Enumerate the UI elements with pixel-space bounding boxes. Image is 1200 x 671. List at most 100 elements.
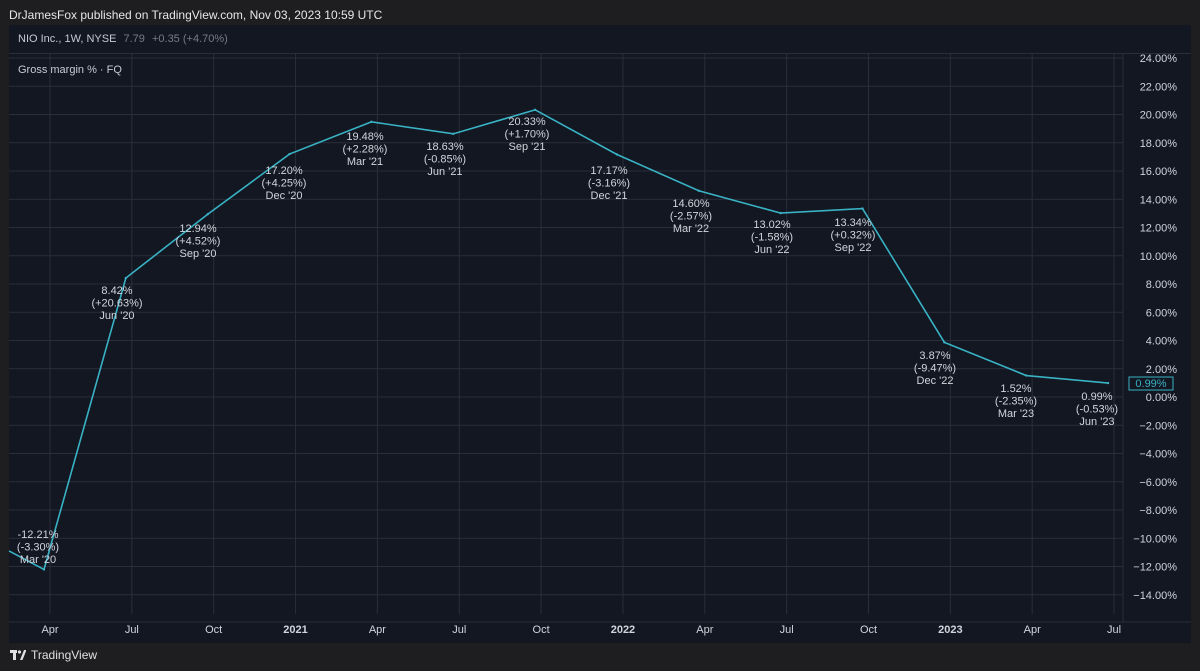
- x-tick-label: Jul: [780, 624, 794, 636]
- data-label-value: 13.34%: [834, 217, 872, 229]
- data-label-period: Dec '22: [917, 375, 954, 387]
- y-tick-label: 16.00%: [1140, 166, 1178, 178]
- data-label-value: 0.99%: [1081, 391, 1112, 403]
- y-tick-label: −8.00%: [1139, 505, 1177, 517]
- symbol-change: +0.35 (+4.70%): [151, 33, 228, 45]
- data-label-value: 18.63%: [426, 141, 464, 153]
- data-label-value: 14.60%: [672, 198, 710, 210]
- data-label-change: (-0.53%): [1076, 404, 1118, 416]
- indicator-title[interactable]: Gross margin % · FQ: [18, 64, 122, 76]
- y-tick-label: 22.00%: [1140, 81, 1178, 93]
- y-tick-label: 24.00%: [1140, 53, 1178, 65]
- data-label-value: 1.52%: [1000, 383, 1031, 395]
- data-label-change: (+1.70%): [505, 129, 550, 141]
- data-label-change: (-2.57%): [670, 211, 712, 223]
- y-tick-label: 2.00%: [1146, 364, 1177, 376]
- data-label-value: 17.20%: [265, 165, 303, 177]
- data-point[interactable]: [42, 568, 46, 571]
- data-label-period: Sep '22: [835, 242, 872, 254]
- data-label-change: (+20.63%): [91, 298, 142, 310]
- data-label-value: 20.33%: [508, 116, 546, 128]
- data-label-period: Sep '21: [509, 141, 546, 153]
- x-tick-label: Apr: [369, 624, 386, 636]
- y-tick-label: 10.00%: [1140, 251, 1178, 263]
- data-label-change: (-0.85%): [424, 154, 466, 166]
- data-label-change: (+2.28%): [343, 144, 388, 156]
- data-label-change: (-9.47%): [914, 363, 956, 375]
- data-label-change: (+0.32%): [831, 230, 876, 242]
- y-tick-label: −10.00%: [1133, 533, 1177, 545]
- data-label-change: (+4.52%): [176, 236, 221, 248]
- brand-name: TradingView: [31, 648, 98, 662]
- y-tick-label: −4.00%: [1139, 449, 1177, 461]
- data-label-period: Jun '23: [1079, 416, 1114, 428]
- data-point[interactable]: [943, 341, 946, 344]
- data-label-change: (+4.25%): [262, 178, 307, 190]
- y-tick-label: 8.00%: [1146, 279, 1177, 291]
- symbol-legend[interactable]: NIO Inc., 1W, NYSE 7.79 +0.35 (+4.70%): [18, 33, 228, 45]
- x-tick-label: Apr: [1024, 624, 1041, 636]
- x-tick-label: Oct: [533, 624, 550, 636]
- data-label-change: (-3.16%): [588, 178, 630, 190]
- x-tick-label: 2022: [611, 624, 635, 636]
- symbol-price: 7.79: [123, 33, 145, 45]
- x-tick-label: Jul: [452, 624, 466, 636]
- data-label-value: 19.48%: [346, 131, 384, 143]
- data-label-period: Jun '22: [754, 244, 789, 256]
- data-point[interactable]: [124, 276, 128, 280]
- data-label-value: 3.87%: [919, 350, 950, 362]
- data-label-period: Dec '20: [266, 190, 303, 202]
- data-label-period: Dec '21: [591, 190, 628, 202]
- y-tick-label: −6.00%: [1139, 477, 1177, 489]
- data-point[interactable]: [452, 132, 455, 136]
- y-tick-label: −2.00%: [1139, 420, 1177, 432]
- y-tick-label: 20.00%: [1140, 110, 1178, 122]
- data-point[interactable]: [206, 213, 209, 216]
- data-label-change: (-2.35%): [995, 396, 1037, 408]
- publisher-caption: DrJamesFox published on TradingView.com,…: [9, 8, 383, 22]
- tradingview-brand[interactable]: TradingView: [10, 648, 97, 662]
- data-label-period: Mar '20: [20, 554, 56, 566]
- data-label-value: 17.17%: [590, 165, 628, 177]
- x-tick-label: Apr: [41, 624, 58, 636]
- x-tick-label: Oct: [860, 624, 877, 636]
- y-tick-label: 14.00%: [1140, 194, 1178, 206]
- data-point[interactable]: [861, 207, 864, 210]
- last-value-tag: [1128, 376, 1174, 391]
- data-point[interactable]: [615, 153, 619, 156]
- x-tick-label: Oct: [205, 624, 222, 636]
- data-label-value: 8.42%: [101, 285, 132, 297]
- data-label-period: Jun '20: [99, 310, 134, 322]
- data-label-change: (-3.30%): [17, 542, 59, 554]
- data-point[interactable]: [697, 189, 700, 192]
- data-label-period: Mar '22: [673, 223, 709, 235]
- data-label-change: (-1.58%): [751, 232, 793, 244]
- chart-panel[interactable]: [9, 25, 1191, 643]
- x-tick-label: Jul: [125, 624, 139, 636]
- footer-bar: [0, 643, 1200, 671]
- data-point[interactable]: [288, 152, 291, 156]
- data-label-period: Mar '21: [347, 156, 383, 168]
- y-tick-label: 18.00%: [1140, 138, 1178, 150]
- data-label-period: Mar '23: [998, 408, 1034, 420]
- data-label-period: Sep '20: [180, 248, 217, 260]
- y-tick-label: −14.00%: [1133, 590, 1177, 602]
- data-label-period: Jun '21: [427, 166, 462, 178]
- symbol-name: NIO Inc., 1W, NYSE: [18, 33, 117, 45]
- y-tick-label: 0.00%: [1146, 392, 1177, 404]
- data-point[interactable]: [1025, 374, 1028, 377]
- x-tick-label: 2021: [283, 624, 307, 636]
- x-tick-label: 2023: [938, 624, 962, 636]
- data-point[interactable]: [370, 120, 373, 124]
- gross-margin-line[interactable]: [8, 108, 1109, 571]
- y-tick-label: 6.00%: [1146, 307, 1177, 319]
- data-label-value: -12.21%: [18, 529, 59, 541]
- last-value-label: 0.99%: [1135, 378, 1166, 390]
- data-point[interactable]: [779, 211, 782, 215]
- tradingview-logo-icon: [10, 650, 26, 660]
- data-point[interactable]: [1106, 381, 1110, 385]
- pane-separator[interactable]: [9, 53, 1191, 54]
- data-label-value: 12.94%: [179, 223, 217, 235]
- data-point[interactable]: [533, 108, 537, 112]
